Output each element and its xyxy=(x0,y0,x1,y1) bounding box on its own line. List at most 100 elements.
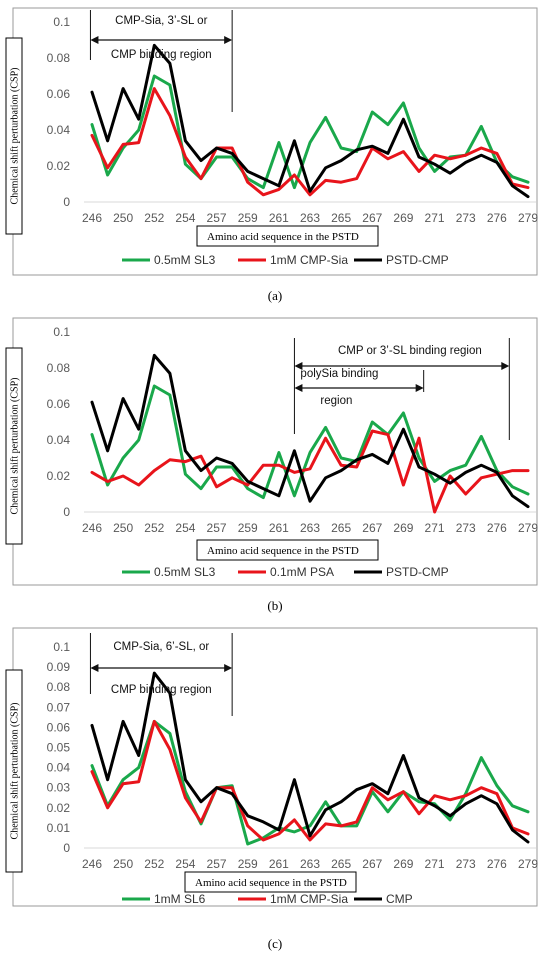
x-tick-label: 279 xyxy=(518,521,538,535)
x-axis-label-box xyxy=(196,225,379,247)
y-tick-label: 0.08 xyxy=(47,361,71,375)
x-tick-label: 273 xyxy=(456,857,476,871)
x-axis-label-box xyxy=(196,539,379,561)
y-axis-label: Chemical shift perturbation (CSP) xyxy=(10,378,21,515)
annotation-text: CMP binding region xyxy=(111,684,212,696)
y-tick-label: 0.08 xyxy=(47,51,71,65)
x-tick-label: 254 xyxy=(175,521,195,535)
arrow-head-right xyxy=(224,36,233,44)
chart-svg-c: 0 0.01 0.02 0.03 0.04 0.05 0.06 0.07 0.08 0.09 0.1… xyxy=(5,627,538,951)
chart-svg-a: 0 0.02 0.04 0.06 0.08 0.1 Chemical shift pertu… xyxy=(5,7,538,303)
x-tick-label: 261 xyxy=(269,857,289,871)
x-tick-label: 257 xyxy=(207,857,227,871)
x-tick-label: 252 xyxy=(144,521,164,535)
x-tick-label: 279 xyxy=(518,211,538,225)
series-line xyxy=(90,87,530,197)
y-axis-label-box xyxy=(5,669,23,873)
y-tick-label: 0.02 xyxy=(47,469,71,483)
y-tick-label: 0.06 xyxy=(47,397,71,411)
x-tick-label: 252 xyxy=(144,857,164,871)
series-line xyxy=(90,353,530,509)
chart-panel-c: 0 0.01 0.02 0.03 0.04 0.05 0.06 0.07 0.08 0.09 0.1… xyxy=(0,620,550,960)
annotation-text: region xyxy=(320,395,352,407)
x-tick-label: 271 xyxy=(425,211,445,225)
x-tick-label: 257 xyxy=(207,211,227,225)
x-axis-label: Amino acid sequence in the PSTD xyxy=(195,877,347,889)
y-tick-label: 0.1 xyxy=(53,325,70,339)
arrow-head-right xyxy=(501,362,510,370)
chart-svg-b: 0 0.02 0.04 0.06 0.08 0.1 Chemical shift pertu… xyxy=(5,317,538,613)
legend-label: CMP xyxy=(386,892,413,906)
arrow-head-left xyxy=(294,384,303,392)
chart-panel-a: 0 0.02 0.04 0.06 0.08 0.1 Chemical shift pertu… xyxy=(0,0,550,310)
y-axis-label-box xyxy=(5,347,23,545)
x-tick-label: 252 xyxy=(144,211,164,225)
x-tick-label: 250 xyxy=(113,211,133,225)
legend-label: PSTD-CMP xyxy=(386,565,449,579)
x-tick-label: 279 xyxy=(518,857,538,871)
arrow-head-right xyxy=(224,664,233,672)
series-line xyxy=(90,719,530,842)
legend-label: PSTD-CMP xyxy=(386,253,449,267)
x-tick-label: 250 xyxy=(113,521,133,535)
y-tick-label: 0.04 xyxy=(47,433,71,447)
arrow-head-left xyxy=(90,36,99,44)
x-axis-label-box xyxy=(184,871,357,893)
x-tick-label: 269 xyxy=(393,211,413,225)
series-line xyxy=(90,384,530,500)
legend-label: 0.1mM PSA xyxy=(270,565,334,579)
x-tick-label: 246 xyxy=(82,521,102,535)
y-tick-label: 0.01 xyxy=(47,821,71,835)
x-tick-label: 250 xyxy=(113,857,133,871)
y-tick-label: 0.07 xyxy=(47,700,71,714)
legend-label: 0.5mM SL3 xyxy=(154,565,216,579)
y-tick-label: 0 xyxy=(63,505,70,519)
annotation-text: CMP-Sia, 6’-SL, or xyxy=(113,641,209,653)
y-tick-label: 0.02 xyxy=(47,159,71,173)
x-tick-label: 276 xyxy=(487,857,507,871)
y-axis-label: Chemical shift perturbation (CSP) xyxy=(10,703,21,840)
x-tick-label: 276 xyxy=(487,521,507,535)
chart-panel-b: 0 0.02 0.04 0.06 0.08 0.1 Chemical shift pertu… xyxy=(0,310,550,620)
y-tick-label: 0.08 xyxy=(47,680,71,694)
x-tick-label: 273 xyxy=(456,521,476,535)
y-axis-label-box xyxy=(5,37,23,235)
x-tick-label: 259 xyxy=(238,857,258,871)
figure-caption: (a) xyxy=(268,288,282,303)
x-tick-label: 254 xyxy=(175,857,195,871)
x-axis-label: Amino acid sequence in the PSTD xyxy=(207,231,359,243)
y-tick-label: 0.1 xyxy=(53,15,70,29)
x-axis-label: Amino acid sequence in the PSTD xyxy=(207,545,359,557)
x-tick-label: 261 xyxy=(269,521,289,535)
y-tick-label: 0.06 xyxy=(47,87,71,101)
x-tick-label: 263 xyxy=(300,211,320,225)
arrow-head-right xyxy=(415,384,424,392)
legend-label: 0.5mM SL3 xyxy=(154,253,216,267)
series-line xyxy=(90,43,530,199)
x-tick-label: 263 xyxy=(300,521,320,535)
series-line xyxy=(90,719,530,846)
x-tick-label: 271 xyxy=(425,857,445,871)
figure-caption: (c) xyxy=(268,936,282,951)
annotation-text: polySia binding xyxy=(300,368,378,380)
y-tick-label: 0.04 xyxy=(47,123,71,137)
annotation-text: CMP-Sia, 3’-SL or xyxy=(115,15,207,27)
series-line xyxy=(90,671,530,844)
y-tick-label: 0.04 xyxy=(47,761,71,775)
y-tick-label: 0.05 xyxy=(47,741,71,755)
y-tick-label: 0 xyxy=(63,841,70,855)
x-tick-label: 265 xyxy=(331,211,351,225)
x-tick-label: 254 xyxy=(175,211,195,225)
figure-caption: (b) xyxy=(267,598,282,613)
x-tick-label: 265 xyxy=(331,521,351,535)
x-tick-label: 259 xyxy=(238,521,258,535)
x-tick-label: 246 xyxy=(82,857,102,871)
arrow-head-left xyxy=(294,362,303,370)
x-tick-label: 273 xyxy=(456,211,476,225)
x-tick-label: 267 xyxy=(362,857,382,871)
x-tick-label: 259 xyxy=(238,211,258,225)
legend-label: 1mM SL6 xyxy=(154,892,206,906)
x-tick-label: 257 xyxy=(207,521,227,535)
x-tick-label: 265 xyxy=(331,857,351,871)
y-axis-label: Chemical shift perturbation (CSP) xyxy=(10,68,21,205)
